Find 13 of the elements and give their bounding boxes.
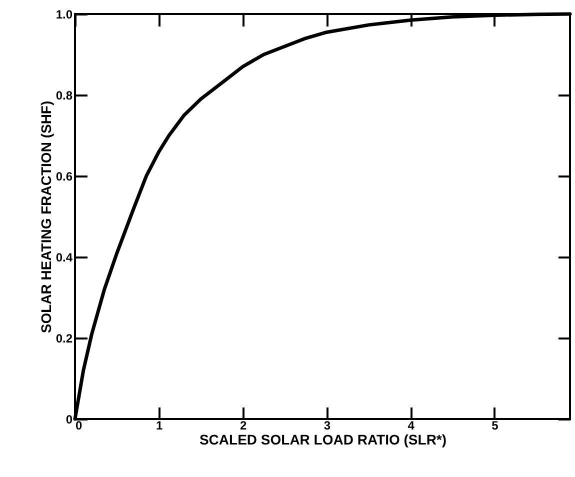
x-tick-label: 4 (408, 418, 415, 432)
x-tick-label: 2 (240, 418, 247, 432)
y-tick-label: 0.2 (56, 332, 73, 346)
y-tick-label: 0.4 (56, 250, 73, 264)
x-tick-label: 3 (324, 418, 331, 432)
y-axis-title: SOLAR HEATING FRACTION (SHF) (38, 100, 54, 334)
x-tick-label: 0 (76, 418, 82, 432)
x-axis-title: SCALED SOLAR LOAD RATIO (SLR*) (199, 432, 447, 448)
x-tick-label: 1 (156, 418, 164, 432)
x-tick-label: 5 (492, 418, 499, 432)
y-tick-label: 1.0 (56, 8, 73, 22)
y-tick-label: 0.8 (56, 88, 73, 102)
y-tick-label: 0.6 (56, 170, 73, 184)
